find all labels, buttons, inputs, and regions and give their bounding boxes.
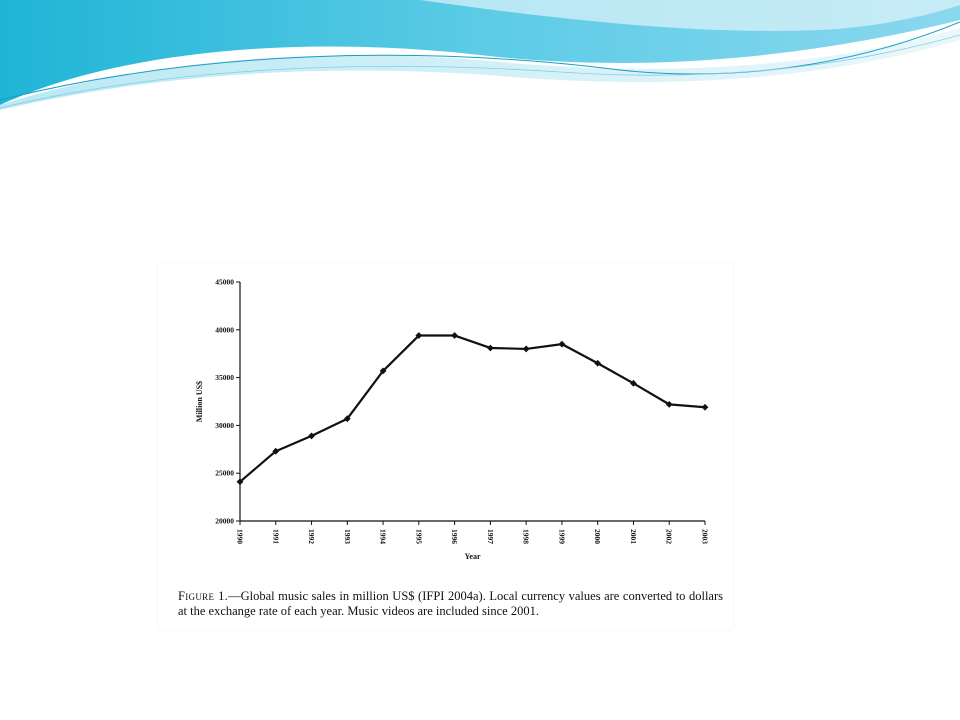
data-point-marker bbox=[665, 400, 673, 408]
slide-header-banner bbox=[0, 0, 960, 110]
x-tick-label: 1995 bbox=[414, 529, 423, 544]
x-tick-label: 1994 bbox=[379, 529, 388, 544]
data-point-marker bbox=[343, 415, 351, 423]
x-tick-label: 2003 bbox=[701, 529, 710, 544]
caption-text: —Global music sales in million US$ (IFPI… bbox=[178, 589, 723, 618]
caption-prefix: Figure 1. bbox=[178, 589, 229, 603]
data-point-marker bbox=[236, 478, 244, 486]
data-point-marker bbox=[451, 332, 459, 339]
x-tick-label: 1993 bbox=[343, 529, 352, 544]
x-tick-label: 1997 bbox=[486, 529, 495, 544]
x-axis-title: Year bbox=[465, 552, 481, 561]
x-tick-label: 2000 bbox=[593, 529, 602, 544]
y-tick-label: 20000 bbox=[215, 517, 234, 526]
line-chart: 20000 25000 30000 35000 40000 45000 1990 1991 19… bbox=[195, 278, 710, 562]
data-point-marker bbox=[701, 403, 709, 411]
data-point-marker bbox=[486, 344, 494, 352]
y-tick-label: 30000 bbox=[215, 421, 234, 430]
x-tick-label: 2002 bbox=[665, 529, 674, 544]
y-tick-label: 25000 bbox=[215, 469, 234, 478]
x-tick-label: 1990 bbox=[236, 529, 245, 544]
x-tick-label: 1991 bbox=[271, 529, 280, 544]
figure-caption: Figure 1.—Global music sales in million … bbox=[178, 589, 723, 619]
y-tick-label: 40000 bbox=[215, 325, 234, 334]
data-point-marker bbox=[594, 359, 602, 367]
x-tick-label: 1996 bbox=[450, 529, 459, 544]
x-tick-label: 2001 bbox=[629, 529, 638, 544]
data-point-marker bbox=[415, 332, 423, 339]
y-axis-title: Million US$ bbox=[195, 381, 204, 422]
data-point-marker bbox=[522, 345, 530, 353]
series-line bbox=[239, 334, 706, 483]
figure-panel: 20000 25000 30000 35000 40000 45000 1990 1991 19… bbox=[158, 263, 733, 630]
x-tick-label: 1992 bbox=[307, 529, 316, 544]
y-tick-label: 35000 bbox=[215, 373, 234, 382]
data-point-marker bbox=[308, 432, 315, 440]
x-tick-label: 1998 bbox=[522, 529, 531, 544]
data-point-marker bbox=[272, 447, 280, 455]
data-point-marker bbox=[379, 367, 387, 375]
y-tick-label: 45000 bbox=[215, 278, 234, 287]
data-point-marker bbox=[558, 340, 566, 348]
x-tick-label: 1999 bbox=[557, 529, 566, 544]
